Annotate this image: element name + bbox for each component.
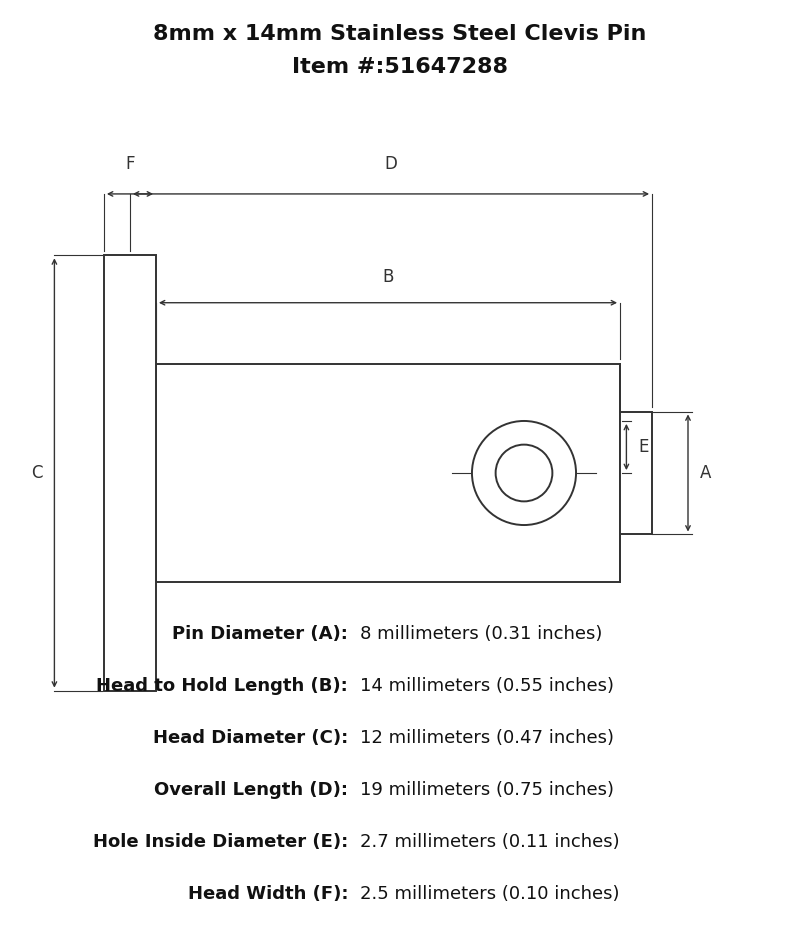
Bar — [620, 412, 652, 534]
Text: 12 millimeters (0.47 inches): 12 millimeters (0.47 inches) — [360, 728, 614, 747]
Text: 19 millimeters (0.75 inches): 19 millimeters (0.75 inches) — [360, 780, 614, 799]
Text: E: E — [639, 438, 649, 456]
Ellipse shape — [472, 421, 576, 525]
Text: 8 millimeters (0.31 inches): 8 millimeters (0.31 inches) — [360, 624, 602, 643]
Text: 14 millimeters (0.55 inches): 14 millimeters (0.55 inches) — [360, 676, 614, 695]
Text: 2.5 millimeters (0.10 inches): 2.5 millimeters (0.10 inches) — [360, 885, 619, 903]
Text: Head to Hold Length (B):: Head to Hold Length (B): — [96, 676, 348, 695]
Text: 8mm x 14mm Stainless Steel Clevis Pin: 8mm x 14mm Stainless Steel Clevis Pin — [154, 24, 646, 44]
Text: Pin Diameter (A):: Pin Diameter (A): — [172, 624, 348, 643]
Text: Head Width (F):: Head Width (F): — [187, 885, 348, 903]
Text: Item #:51647288: Item #:51647288 — [292, 57, 508, 77]
Ellipse shape — [496, 445, 552, 501]
Bar — [104, 255, 156, 691]
Bar — [156, 364, 620, 582]
Text: C: C — [31, 464, 42, 482]
Text: 2.7 millimeters (0.11 inches): 2.7 millimeters (0.11 inches) — [360, 832, 620, 851]
Text: Hole Inside Diameter (E):: Hole Inside Diameter (E): — [93, 832, 348, 851]
Text: A: A — [700, 464, 711, 482]
Text: B: B — [382, 268, 394, 286]
Text: D: D — [385, 155, 398, 173]
Text: Head Diameter (C):: Head Diameter (C): — [153, 728, 348, 747]
Text: F: F — [126, 155, 134, 173]
Text: Overall Length (D):: Overall Length (D): — [154, 780, 348, 799]
